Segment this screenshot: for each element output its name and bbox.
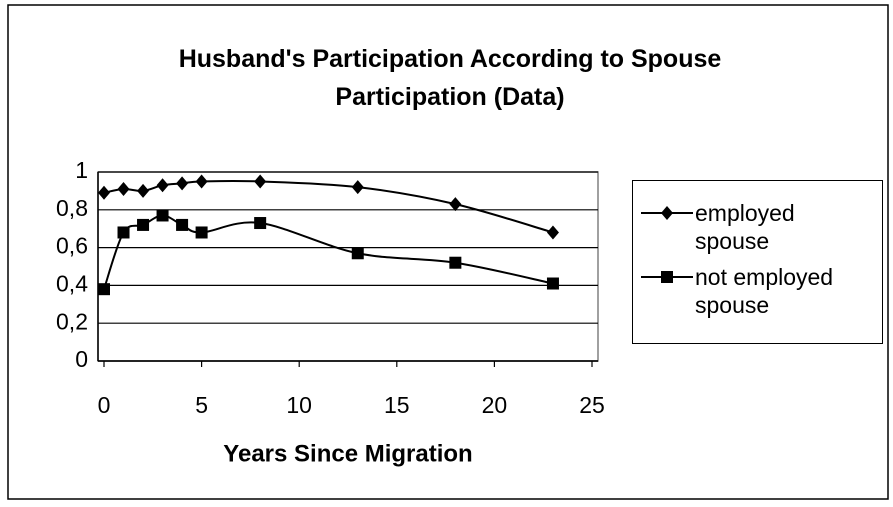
legend-entry: not employed spouse: [639, 263, 882, 319]
marker: [117, 182, 130, 197]
marker: [661, 271, 673, 283]
marker: [156, 209, 169, 222]
legend-entry: employed spouse: [639, 199, 882, 255]
marker: [546, 225, 559, 240]
marker: [98, 283, 110, 296]
marker: [254, 174, 267, 189]
x-tick-label: 25: [579, 392, 605, 418]
legend-label: not employed spouse: [695, 264, 834, 318]
marker: [137, 218, 150, 231]
marker: [254, 217, 267, 230]
marker: [449, 197, 462, 212]
y-tick-label: 0: [75, 346, 88, 372]
marker: [117, 226, 130, 239]
y-tick-label: 1: [75, 157, 88, 183]
marker: [661, 206, 673, 220]
marker: [98, 185, 110, 200]
chart-title: Husband's Participation According to Spo…: [178, 45, 722, 111]
legend-label: employed spouse: [695, 200, 795, 254]
marker: [449, 256, 462, 269]
legend-icon: [641, 271, 693, 283]
legend-icon: [641, 206, 693, 220]
marker: [156, 178, 169, 193]
chart-border: [7, 4, 889, 500]
x-tick-label: 10: [286, 392, 312, 418]
marker: [546, 277, 559, 290]
marker: [195, 174, 208, 189]
marker: [351, 247, 364, 260]
marker: [176, 176, 189, 191]
plot-area: [97, 171, 599, 362]
y-tick-label: 0,2: [56, 308, 88, 334]
y-tick-label: 0,4: [56, 270, 88, 296]
x-axis-title: Years Since Migration: [223, 440, 472, 467]
y-tick-label: 0,6: [56, 233, 88, 259]
x-tick-label: 20: [482, 392, 508, 418]
marker: [176, 218, 189, 231]
marker: [137, 183, 150, 198]
marker: [195, 226, 208, 239]
x-tick-label: 0: [98, 392, 111, 418]
x-tick-label: 5: [195, 392, 208, 418]
x-tick-label: 15: [384, 392, 410, 418]
legend: employed spouse not employed spouse: [632, 180, 883, 344]
marker: [351, 180, 364, 195]
series-line: [103, 179, 554, 234]
y-tick-label: 0,8: [56, 195, 88, 221]
series-line: [103, 214, 554, 290]
